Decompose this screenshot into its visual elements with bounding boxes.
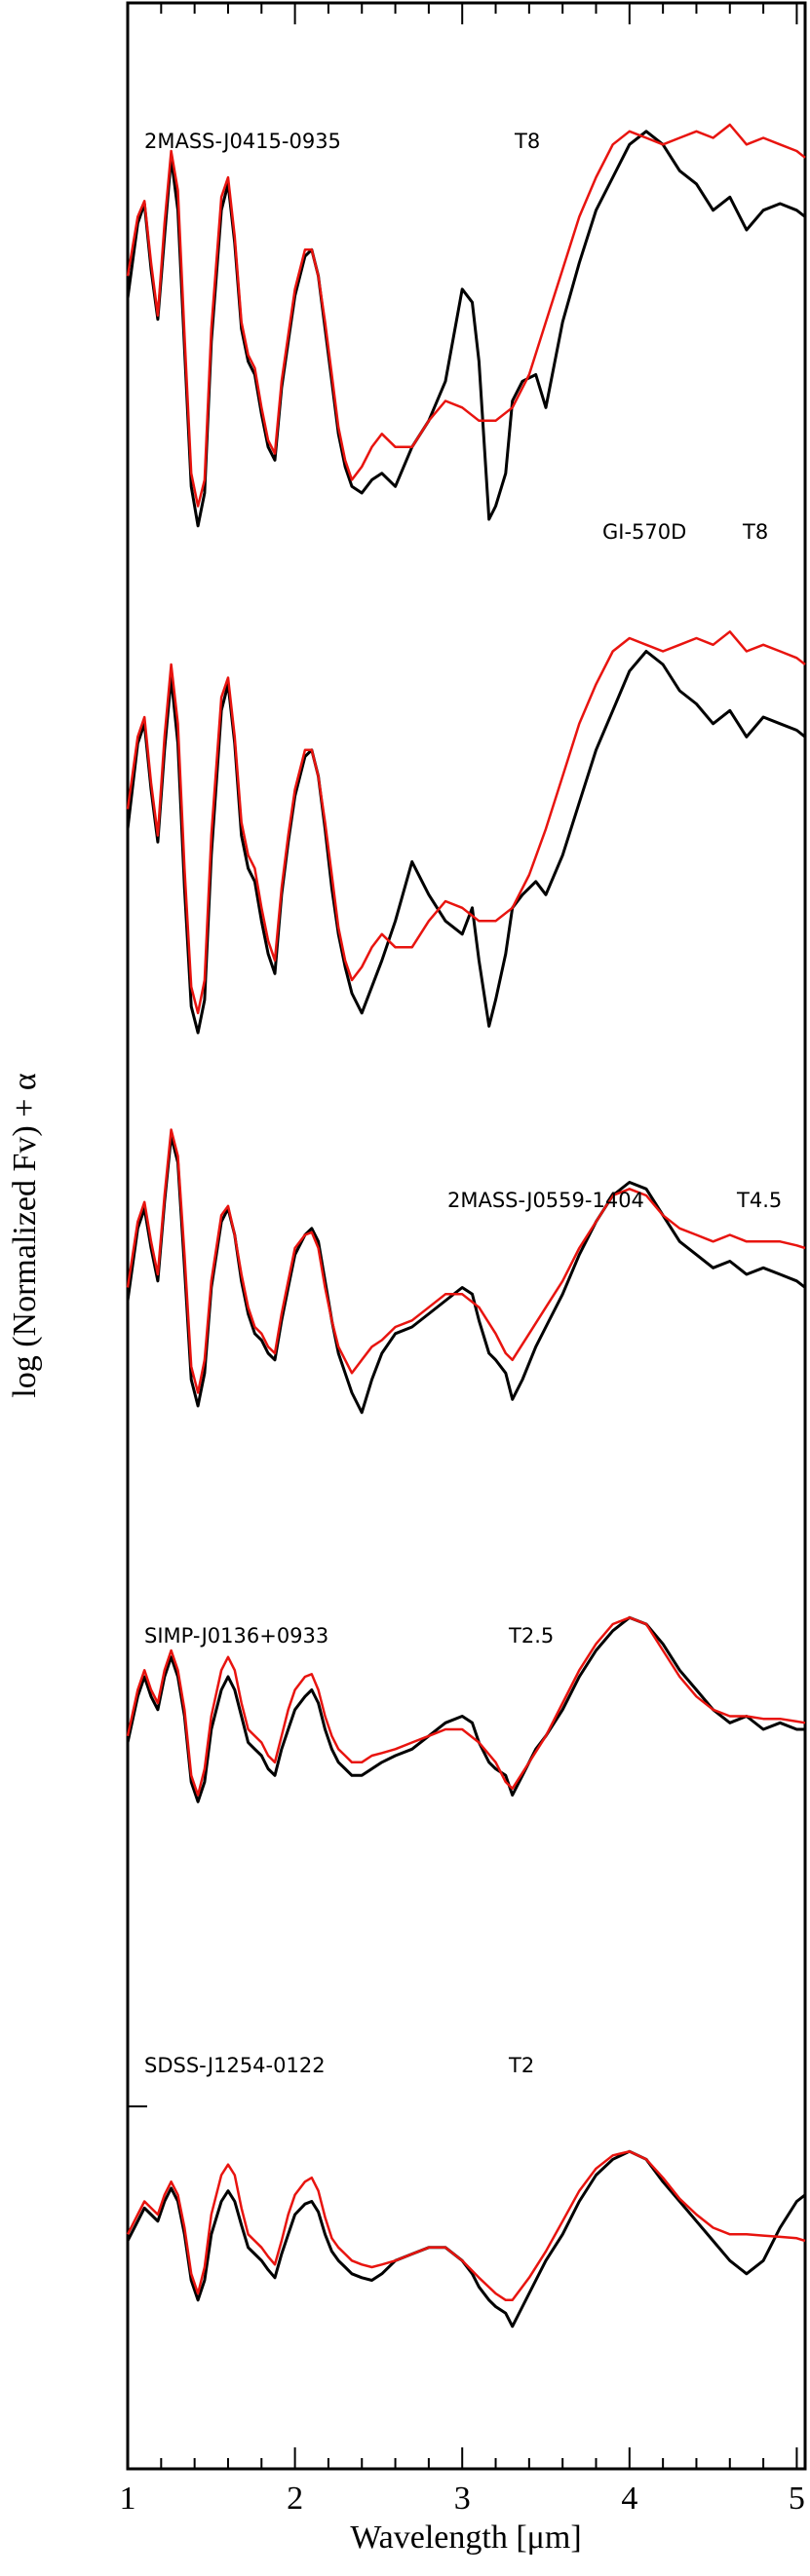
panel-object-name: 2MASS-J0415-0935 [144, 130, 341, 153]
series-layer [126, 123, 806, 2329]
x-tick-label: 1 [120, 2481, 136, 2517]
panel-spectral-type: T2.5 [508, 1624, 554, 1648]
panel-object-name: SIMP-J0136+0933 [144, 1624, 328, 1648]
observed-spectrum-1 [126, 130, 806, 528]
model-spectrum-2 [126, 630, 806, 1015]
panel-spectral-type: T8 [742, 520, 768, 544]
model-spectrum-4 [126, 1616, 806, 1797]
x-tick-label: 2 [287, 2481, 303, 2517]
observed-spectrum-3 [126, 1134, 806, 1415]
x-tick-label: 4 [621, 2481, 637, 2517]
observed-spectrum-2 [126, 650, 806, 1035]
panel-spectral-type: T4.5 [736, 1189, 782, 1212]
x-axis-title: Wavelength [μm] [350, 2519, 581, 2556]
x-tick-label: 5 [789, 2481, 805, 2517]
axis-ticks: 1 2 3 4 5 [120, 3, 805, 2517]
y-axis-title: log (Normalized Fv) + α [7, 1073, 43, 1398]
panel-labels: 2MASS-J0415-0935 T8 GI-570D T8 2MASS-J0559-1… [144, 130, 782, 2077]
x-tick-label: 3 [454, 2481, 471, 2517]
panel-object-name: 2MASS-J0559-1404 [447, 1189, 644, 1212]
model-spectrum-5 [126, 2149, 806, 2302]
model-spectrum-3 [126, 1128, 806, 1394]
panel-spectral-type: T2 [508, 2054, 534, 2077]
plot-frame [126, 1, 807, 2471]
panel-object-name: GI-570D [602, 520, 686, 544]
panel-spectral-type: T8 [514, 130, 540, 153]
model-spectrum-1 [126, 123, 806, 508]
panel-object-name: SDSS-J1254-0122 [144, 2054, 326, 2077]
observed-spectrum-5 [126, 2149, 806, 2329]
